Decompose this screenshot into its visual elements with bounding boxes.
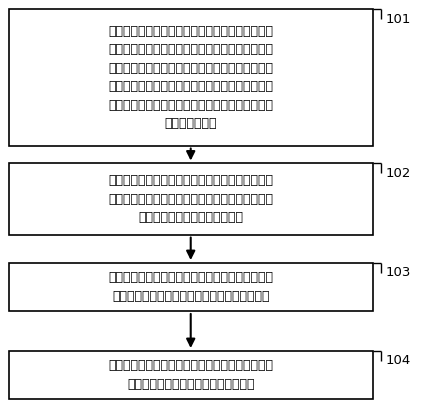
- Bar: [9, 351, 372, 399]
- Bar: [9, 9, 372, 146]
- Text: 102: 102: [385, 167, 410, 180]
- Text: 104: 104: [385, 354, 410, 367]
- Text: 按照多个待呼叫线索在线索搜索策略中所属的呼叫
次数分组，对多个待呼叫线索进行排序，依次对排
序后的多个待呼叫线索进行呼叫: 按照多个待呼叫线索在线索搜索策略中所属的呼叫 次数分组，对多个待呼叫线索进行排序…: [108, 174, 273, 224]
- Text: 当检测到多个待呼叫线索中的目标线索呼叫成功时
在目标外呼程序绑定的坐席分级中选取目标坐席: 当检测到多个待呼叫线索中的目标线索呼叫成功时 在目标外呼程序绑定的坐席分级中选取…: [108, 271, 273, 303]
- Text: 确定目标外呼程序，根据目标外呼程序的线索搜索
策略，获取多个待呼叫线索，目标外呼程序是多个
外呼程序中的任一处于运行状态的外呼程序，线索
搜索策略中设置了多个呼: 确定目标外呼程序，根据目标外呼程序的线索搜索 策略，获取多个待呼叫线索，目标外呼…: [108, 25, 273, 130]
- Text: 101: 101: [385, 13, 410, 26]
- Text: 103: 103: [385, 266, 410, 279]
- Bar: [9, 163, 372, 235]
- Bar: [9, 263, 372, 311]
- Text: 将目标线索和目标坐席签入至运行任务，基于运行
任务控制目标坐席与目标线索进行通信: 将目标线索和目标坐席签入至运行任务，基于运行 任务控制目标坐席与目标线索进行通信: [108, 359, 273, 391]
